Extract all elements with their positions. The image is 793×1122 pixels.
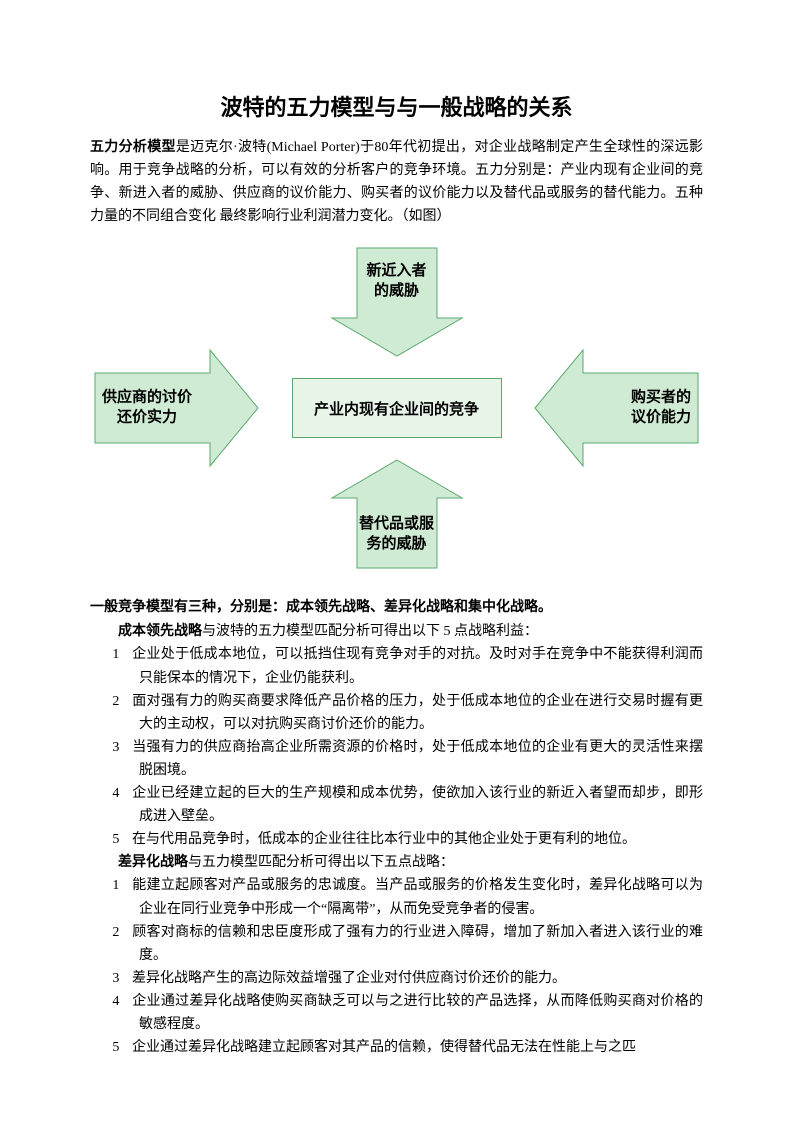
page-title: 波特的五力模型与与一般战略的关系 xyxy=(90,90,703,122)
diff-lead-bold: 差异化战略 xyxy=(118,855,188,870)
intro-lead: 五力分析模型 xyxy=(90,140,176,155)
diff-lead-tail: 与五力模型匹配分析可得出以下五点战略： xyxy=(188,855,454,870)
diff-item-2: 2顾客对商标的信赖和忠臣度形成了强有力的行业进入障碍，增加了新加入者进入该行业的… xyxy=(90,921,703,967)
cost-item-5: 5在与代用品竞争时，低成本的企业往往比本行业中的其他企业处于更有利的地位。 xyxy=(90,828,703,851)
diff-item-5: 5企业通过差异化战略建立起顾客对其产品的信赖，使得替代品无法在性能上与之匹 xyxy=(90,1036,703,1059)
arrow-suppliers: 供应商的讨价还价实力 xyxy=(90,348,260,468)
five-forces-diagram: 新近入者的威胁 替代品或服务的威胁 供应商的讨价还价实力 购买者的议价能力 产业… xyxy=(90,238,703,578)
arrow-buyers: 购买者的议价能力 xyxy=(533,348,703,468)
arrow-top-label: 新近入者的威胁 xyxy=(366,262,426,301)
cost-lead-bold: 成本领先战略 xyxy=(118,624,202,639)
intro-paragraph: 五力分析模型是迈克尔·波特(Michael Porter)于80年代初提出，对企… xyxy=(90,136,703,228)
cost-leadership-intro: 成本领先战略与波特的五力模型匹配分析可得出以下 5 点战略利益： xyxy=(90,620,703,643)
intro-body: 是迈克尔·波特(Michael Porter)于80年代初提出，对企业战略制定产… xyxy=(90,140,703,224)
cost-lead-tail: 与波特的五力模型匹配分析可得出以下 5 点战略利益： xyxy=(202,624,538,639)
cost-item-3: 3当强有力的供应商抬高企业所需资源的价格时，处于低成本地位的企业有更大的灵活性来… xyxy=(90,736,703,782)
arrow-right-label: 购买者的议价能力 xyxy=(631,389,691,428)
diff-item-1: 1能建立起顾客对产品或服务的忠诚度。当产品或服务的价格发生变化时，差异化战略可以… xyxy=(90,874,703,920)
arrow-left-label: 供应商的讨价还价实力 xyxy=(102,389,192,428)
strategies-heading: 一般竞争模型有三种，分别是：成本领先战略、差异化战略和集中化战略。 xyxy=(90,596,703,616)
arrow-new-entrants: 新近入者的威胁 xyxy=(327,238,467,358)
diff-item-4: 4企业通过差异化战略使购买商缺乏可以与之进行比较的产品选择，从而降低购买商对价格… xyxy=(90,990,703,1036)
arrow-bottom-label: 替代品或服务的威胁 xyxy=(359,515,434,554)
cost-item-1: 1企业处于低成本地位，可以抵挡住现有竞争对手的对抗。及时对手在竞争中不能获得利润… xyxy=(90,643,703,689)
cost-item-2: 2面对强有力的购买商要求降低产品价格的压力，处于低成本地位的企业在进行交易时握有… xyxy=(90,690,703,736)
differentiation-intro: 差异化战略与五力模型匹配分析可得出以下五点战略： xyxy=(90,851,703,874)
arrow-substitutes: 替代品或服务的威胁 xyxy=(327,458,467,578)
center-rivalry-box: 产业内现有企业间的竞争 xyxy=(292,378,502,438)
diff-item-3: 3差异化战略产生的高边际效益增强了企业对付供应商讨价还价的能力。 xyxy=(90,967,703,990)
cost-item-4: 4企业已经建立起的巨大的生产规模和成本优势，使欲加入该行业的新近入者望而却步，即… xyxy=(90,782,703,828)
